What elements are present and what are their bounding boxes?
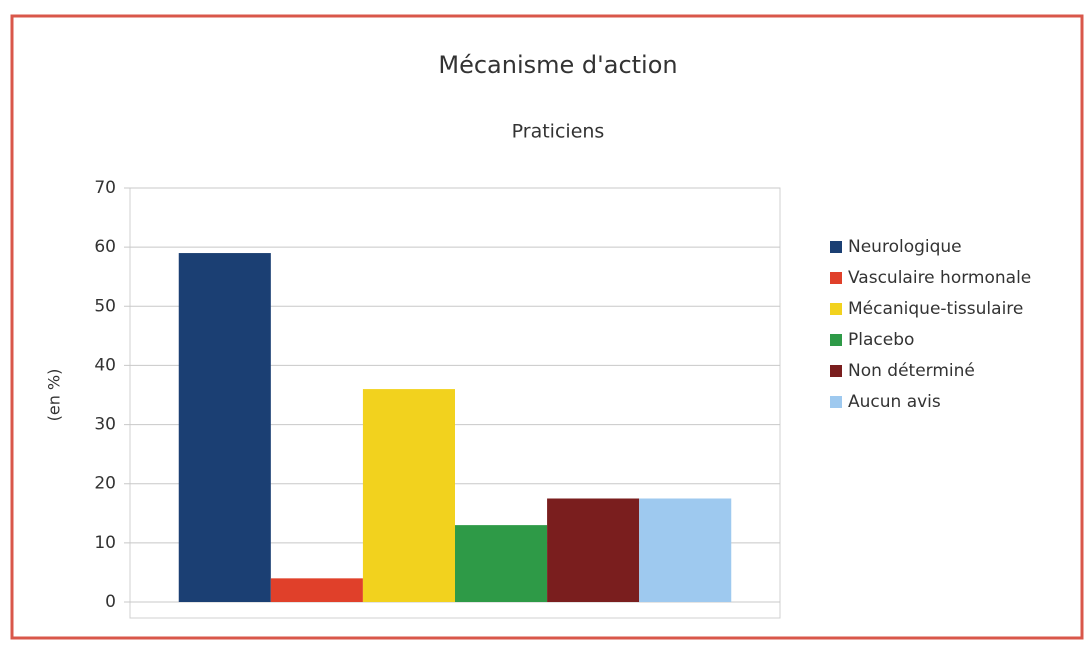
y-tick-label: 0 [105, 592, 116, 612]
y-tick-label: 30 [94, 415, 116, 435]
y-tick-label: 70 [94, 178, 116, 198]
legend-label: Aucun avis [848, 392, 941, 412]
y-tick-label: 50 [94, 296, 116, 316]
chart-subtitle: Praticiens [512, 121, 605, 143]
bar [270, 578, 363, 602]
y-tick-label: 40 [94, 355, 116, 375]
legend-swatch [830, 272, 842, 284]
legend-label: Neurologique [848, 237, 962, 257]
bar [639, 498, 732, 602]
legend-swatch [830, 334, 842, 346]
legend-swatch [830, 365, 842, 377]
legend-label: Vasculaire hormonale [848, 268, 1031, 288]
legend-label: Placebo [848, 330, 914, 350]
y-tick-label: 10 [94, 533, 116, 553]
bar [547, 498, 640, 602]
y-tick-label: 20 [94, 474, 116, 494]
bar [362, 389, 455, 602]
chart-title: Mécanisme d'action [438, 51, 677, 79]
legend-label: Mécanique-tissulaire [848, 299, 1023, 319]
legend-swatch [830, 241, 842, 253]
legend-swatch [830, 303, 842, 315]
y-tick-label: 60 [94, 237, 116, 257]
bar [455, 525, 548, 602]
legend-label: Non déterminé [848, 361, 975, 381]
legend-swatch [830, 396, 842, 408]
bar [178, 253, 271, 603]
y-axis-label: (en %) [45, 369, 64, 422]
